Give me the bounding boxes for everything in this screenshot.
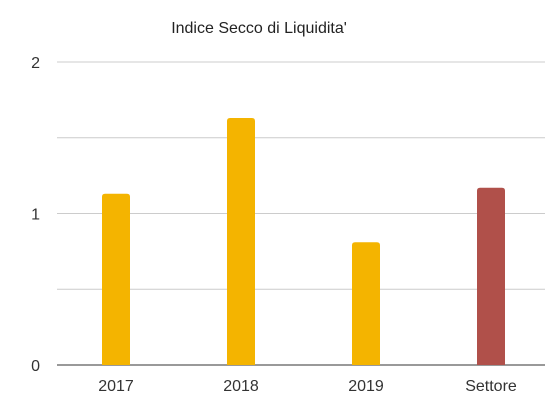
- bar-2018: [227, 118, 255, 366]
- y-tick-label: 0: [31, 358, 40, 375]
- bar-2017: [102, 193, 130, 365]
- y-tick-label: 1: [31, 207, 40, 224]
- x-tick-label: Settore: [465, 378, 517, 395]
- bars: [102, 118, 505, 366]
- x-tick-label: 2019: [348, 378, 384, 395]
- x-tick-label: 2017: [98, 378, 134, 395]
- x-axis-ticks: 2017 2018 2019 Settore: [98, 378, 517, 395]
- bar-2019: [352, 242, 380, 365]
- y-tick-label: 2: [31, 55, 40, 72]
- y-axis-ticks: 0 1 2: [31, 55, 40, 375]
- chart-title: Indice Secco di Liquidita': [171, 20, 347, 37]
- bar-settore: [477, 187, 505, 365]
- x-tick-label: 2018: [223, 378, 259, 395]
- gridlines: [57, 61, 545, 366]
